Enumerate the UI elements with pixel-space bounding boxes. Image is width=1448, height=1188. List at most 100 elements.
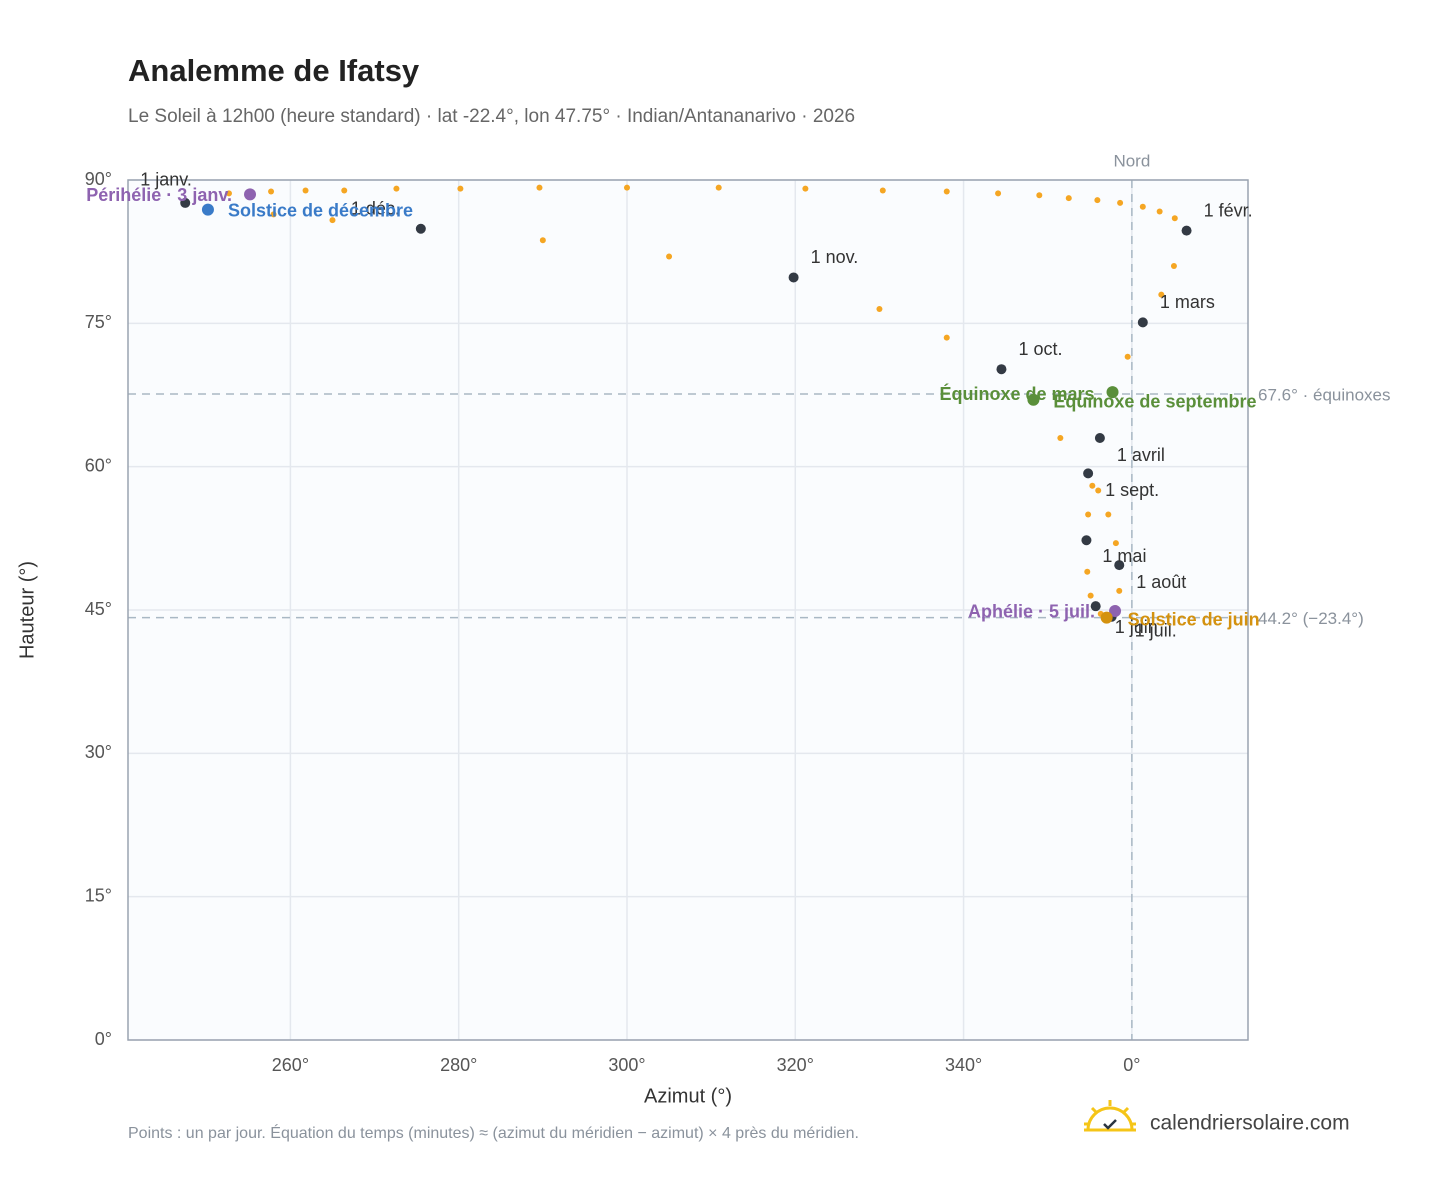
day-point [995, 190, 1002, 197]
day-point [943, 334, 950, 341]
event-point [244, 188, 257, 201]
event-label: Périhélie · 3 janv. [86, 185, 232, 205]
event-label: Équinoxe de mars [939, 383, 1094, 404]
day-point [1171, 215, 1178, 222]
day-point [1139, 203, 1146, 210]
event-label: Aphélie · 5 juil. [968, 602, 1095, 622]
month-point [180, 197, 191, 208]
y-tick-label: 45° [85, 599, 112, 619]
month-label: 1 sept. [1105, 480, 1159, 500]
month-point [996, 364, 1007, 375]
brand-name: calendriersolaire.com [1150, 1112, 1350, 1135]
day-point [536, 184, 543, 191]
event-point [1100, 611, 1113, 624]
month-label: 1 mars [1160, 292, 1215, 312]
month-label: 1 mai [1102, 546, 1146, 566]
event-label: Équinoxe de septembre [1053, 391, 1256, 412]
y-tick-label: 90° [85, 169, 112, 189]
day-point [329, 217, 336, 224]
day-point [1094, 197, 1101, 204]
month-label: 1 juin [1115, 617, 1158, 637]
y-tick-label: 0° [95, 1029, 112, 1049]
footnote: Points : un par jour. Équation du temps … [128, 1123, 859, 1142]
reference-label: 67.6° · équinoxes [1258, 386, 1391, 405]
day-point [1087, 592, 1094, 599]
plot-frame [127, 179, 1249, 1041]
month-point [1114, 560, 1125, 571]
grid [128, 179, 1248, 1041]
month-point [1181, 225, 1192, 236]
day-point [1036, 192, 1043, 199]
day-point [457, 185, 464, 192]
day-point [1084, 568, 1091, 575]
day-point [1156, 208, 1163, 215]
day-point [1105, 511, 1112, 518]
day-point [802, 185, 809, 192]
day-point [1158, 291, 1165, 298]
day-point [225, 190, 232, 197]
event-point [1106, 386, 1119, 399]
y-tick-label: 60° [85, 455, 112, 475]
y-tick-label: 30° [85, 742, 112, 762]
y-axis-label: Hauteur (°) [16, 561, 38, 659]
reference-label: Nord [1113, 151, 1150, 170]
brand-logo [1084, 1100, 1136, 1132]
x-tick-label: 280° [440, 1055, 477, 1075]
day-point [1095, 487, 1102, 494]
month-label: 1 oct. [1018, 339, 1062, 359]
day-point [341, 187, 348, 194]
day-point [876, 306, 883, 312]
x-tick-label: 300° [608, 1055, 645, 1075]
event-point [1027, 393, 1040, 406]
month-label: 1 janv. [140, 170, 192, 190]
day-point [1112, 540, 1119, 547]
month-point [1137, 317, 1148, 328]
day-point [623, 184, 630, 191]
day-point [715, 184, 722, 191]
event-point [201, 203, 214, 216]
day-point [1089, 482, 1096, 489]
month-label: 1 août [1136, 572, 1186, 592]
event-label: Solstice de juin [1128, 609, 1260, 629]
day-point [943, 188, 950, 195]
x-tick-label: 340° [945, 1055, 982, 1075]
month-point [1081, 535, 1092, 546]
event-label: Solstice de décembre [228, 200, 413, 220]
month-point [788, 272, 799, 283]
day-point [1085, 511, 1092, 518]
day-point [1065, 195, 1072, 202]
month-label: 1 avril [1117, 445, 1165, 465]
month-label: 1 juil. [1135, 620, 1177, 640]
day-point [1170, 263, 1177, 269]
reference-lines [128, 180, 1248, 1040]
day-point [879, 187, 886, 194]
month-point [415, 223, 426, 234]
x-tick-label: 0° [1123, 1055, 1140, 1075]
day-point [1116, 587, 1123, 594]
day-point [539, 237, 546, 244]
chart-title: Analemme de Ifatsy [128, 53, 420, 88]
month-point [1083, 468, 1094, 479]
day-point [1057, 435, 1064, 441]
day-point [268, 188, 275, 195]
x-axis-label: Azimut (°) [644, 1085, 732, 1107]
day-point [302, 187, 309, 194]
day-point [1117, 199, 1124, 206]
month-point [1090, 601, 1101, 612]
day-point [666, 253, 673, 260]
day-point [1124, 353, 1131, 360]
month-label: 1 déc. [351, 198, 400, 218]
y-tick-label: 15° [85, 885, 112, 905]
event-point [1109, 604, 1122, 617]
x-tick-label: 320° [777, 1055, 814, 1075]
month-label: 1 févr. [1204, 200, 1253, 220]
reference-label: 44.2° (−23.4°) [1258, 609, 1364, 628]
day-point [393, 185, 400, 192]
y-tick-label: 75° [85, 312, 112, 332]
month-label: 1 nov. [811, 247, 859, 267]
x-tick-label: 260° [272, 1055, 309, 1075]
marks [180, 184, 1192, 624]
chart-subtitle: Le Soleil à 12h00 (heure standard) · lat… [128, 106, 855, 127]
month-point [1094, 433, 1105, 443]
